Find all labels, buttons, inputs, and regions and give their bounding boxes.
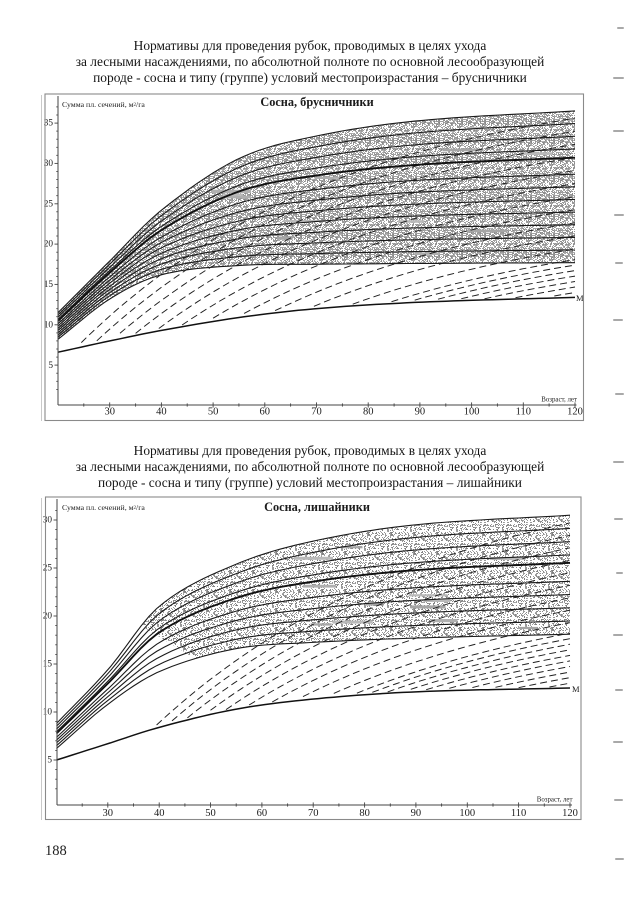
svg-text:5: 5	[47, 756, 52, 766]
svg-text:100: 100	[464, 407, 480, 418]
svg-text:10: 10	[43, 708, 53, 718]
svg-text:100: 100	[459, 808, 475, 819]
svg-text:35: 35	[44, 119, 54, 129]
svg-text:80: 80	[359, 808, 370, 819]
svg-text:80: 80	[363, 407, 374, 418]
svg-text:25: 25	[43, 564, 53, 574]
svg-text:110: 110	[511, 808, 526, 819]
svg-text:Возраст, лет: Возраст, лет	[541, 397, 577, 404]
svg-text:M: M	[572, 684, 580, 694]
svg-text:5: 5	[48, 361, 53, 371]
svg-text:50: 50	[208, 407, 219, 418]
svg-text:70: 70	[308, 808, 319, 819]
svg-text:60: 60	[257, 808, 268, 819]
svg-text:M: M	[576, 293, 584, 303]
svg-text:15: 15	[44, 280, 54, 290]
svg-text:30: 30	[104, 407, 115, 418]
svg-text:60: 60	[260, 407, 271, 418]
svg-text:50: 50	[205, 808, 216, 819]
svg-text:Сумма пл. сечений, м2/га: Сумма пл. сечений, м2/га	[62, 100, 145, 109]
svg-text:120: 120	[562, 808, 578, 819]
svg-text:10: 10	[44, 320, 54, 330]
svg-text:40: 40	[156, 407, 167, 418]
svg-text:110: 110	[516, 407, 531, 418]
svg-text:20: 20	[43, 612, 53, 622]
svg-text:Сосна, лишайники: Сосна, лишайники	[264, 500, 370, 514]
svg-text:15: 15	[43, 660, 53, 670]
svg-text:30: 30	[43, 516, 53, 526]
svg-text:30: 30	[44, 159, 54, 169]
svg-text:120: 120	[567, 407, 583, 418]
svg-text:40: 40	[154, 808, 165, 819]
svg-text:20: 20	[44, 240, 54, 250]
svg-text:Сосна, брусничники: Сосна, брусничники	[260, 95, 373, 109]
svg-text:30: 30	[103, 808, 114, 819]
svg-text:90: 90	[415, 407, 426, 418]
svg-text:Возраст, лет: Возраст, лет	[537, 797, 573, 804]
svg-text:90: 90	[411, 808, 422, 819]
svg-text:25: 25	[44, 199, 54, 209]
svg-text:70: 70	[311, 407, 322, 418]
svg-text:Сумма пл. сечений, м2/га: Сумма пл. сечений, м2/га	[62, 503, 145, 512]
